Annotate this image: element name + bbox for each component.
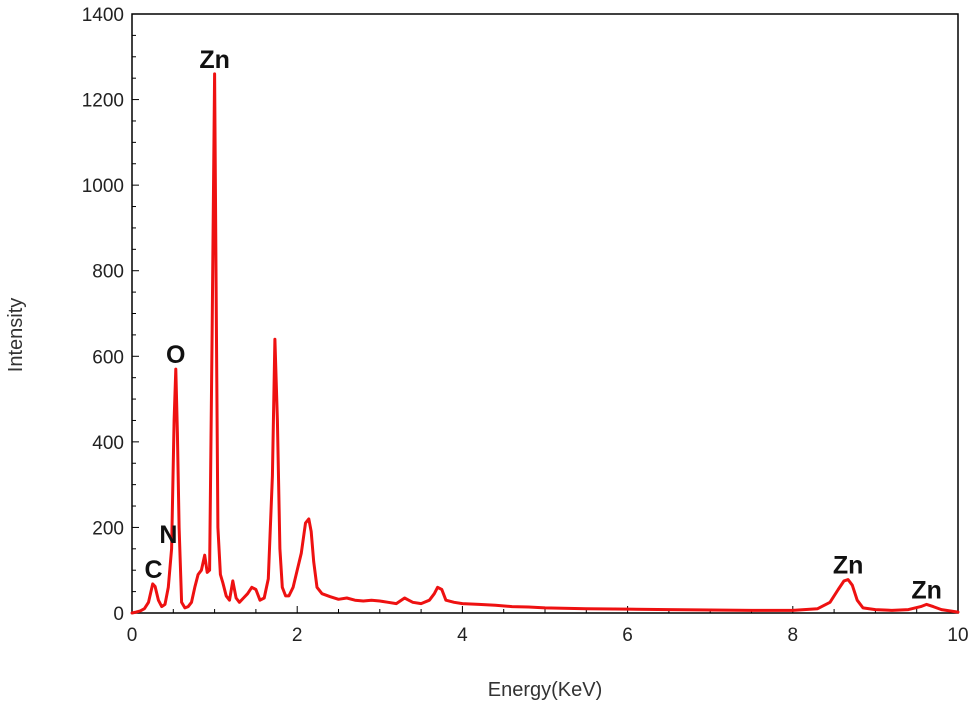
x-axis-title: Energy(KeV) (488, 679, 603, 701)
y-tick-label: 800 (92, 262, 124, 283)
y-tick-label: 200 (92, 518, 124, 539)
y-tick-label: 600 (92, 347, 124, 368)
peak-label-n: N (159, 521, 177, 549)
y-tick-label: 400 (92, 433, 124, 454)
y-tick-label: 1200 (82, 91, 124, 112)
plot-border (131, 13, 959, 614)
series-layer (130, 72, 960, 615)
x-tick-label: 0 (127, 625, 138, 646)
peak-label-c: C (144, 556, 162, 584)
x-tick-label: 10 (947, 625, 968, 646)
y-axis-title: Intensity (5, 298, 27, 372)
x-axis-ticks: 0 2 4 6 8 10 (127, 606, 969, 646)
peak-label-zn: Zn (199, 46, 230, 74)
x-tick-label: 4 (457, 625, 468, 646)
x-tick-label: 8 (788, 625, 799, 646)
y-tick-label: 0 (113, 604, 124, 625)
y-tick-label: 1000 (82, 176, 124, 197)
x-tick-label: 6 (622, 625, 633, 646)
peak-annotations: CN O Zn Zn Zn (144, 46, 941, 605)
peak-label-o: O (166, 341, 185, 369)
peak-label-zn: Zn (833, 552, 864, 580)
plot-frame (131, 13, 959, 614)
y-axis-ticks: 0 200 400 600 800 1000 1200 1400 (82, 5, 139, 625)
y-tick-label: 1400 (82, 5, 124, 26)
x-tick-label: 2 (292, 625, 303, 646)
peak-label-zn: Zn (911, 576, 942, 604)
spectrum-line-0 (130, 72, 960, 615)
